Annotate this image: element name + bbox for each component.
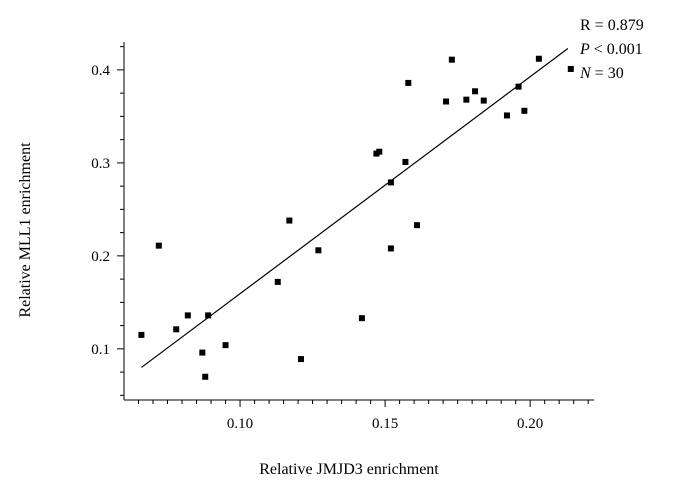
y-tick-label: 0.3 — [91, 156, 110, 172]
data-point — [199, 349, 206, 356]
data-point — [155, 242, 162, 249]
data-point — [358, 315, 365, 322]
data-point — [387, 245, 394, 252]
data-point — [463, 96, 470, 103]
data-point — [297, 356, 304, 363]
data-point — [376, 148, 383, 155]
data-point — [184, 312, 191, 319]
data-point — [480, 97, 487, 104]
data-points — [138, 55, 574, 380]
data-point — [448, 56, 455, 63]
data-point — [274, 278, 281, 285]
x-axis-title: Relative JMJD3 enrichment — [259, 461, 439, 478]
data-point — [567, 65, 574, 72]
data-point — [405, 79, 412, 86]
regression-line — [141, 48, 569, 368]
data-point — [202, 373, 209, 380]
p-symbol: P — [579, 41, 590, 58]
data-point — [387, 179, 394, 186]
x-tick-label: 0.20 — [517, 416, 543, 432]
data-point — [315, 247, 322, 254]
statistics-annotation: R = 0.879 P < 0.001 N = 30 — [579, 17, 644, 82]
correlation-r: R = 0.879 — [580, 17, 644, 34]
data-point — [503, 112, 510, 119]
axes — [123, 42, 594, 401]
data-point — [521, 107, 528, 114]
data-point — [402, 158, 409, 165]
data-point — [515, 83, 522, 90]
data-point — [173, 326, 180, 333]
data-point — [222, 342, 229, 349]
y-ticks: 0.1 0.2 0.3 0.4 — [91, 46, 124, 396]
data-point — [472, 88, 479, 95]
sample-size: N = 30 — [579, 65, 624, 82]
data-point — [535, 55, 542, 62]
n-symbol: N — [579, 65, 592, 82]
y-tick-label: 0.1 — [91, 342, 110, 358]
data-point — [138, 331, 145, 338]
x-tick-label: 0.10 — [227, 416, 253, 432]
sample-size-text: = 30 — [591, 65, 624, 82]
y-tick-label: 0.2 — [91, 249, 110, 265]
y-axis-title: Relative MLL1 enrichment — [17, 142, 34, 318]
x-tick-label: 0.15 — [372, 416, 398, 432]
p-value-text: < 0.001 — [590, 41, 643, 58]
data-point — [205, 312, 212, 319]
data-point — [414, 222, 421, 229]
p-value: P < 0.001 — [579, 41, 643, 58]
x-ticks: 0.10 0.15 0.20 — [138, 400, 589, 432]
y-tick-label: 0.4 — [91, 63, 110, 79]
data-point — [443, 98, 450, 105]
data-point — [286, 217, 293, 224]
